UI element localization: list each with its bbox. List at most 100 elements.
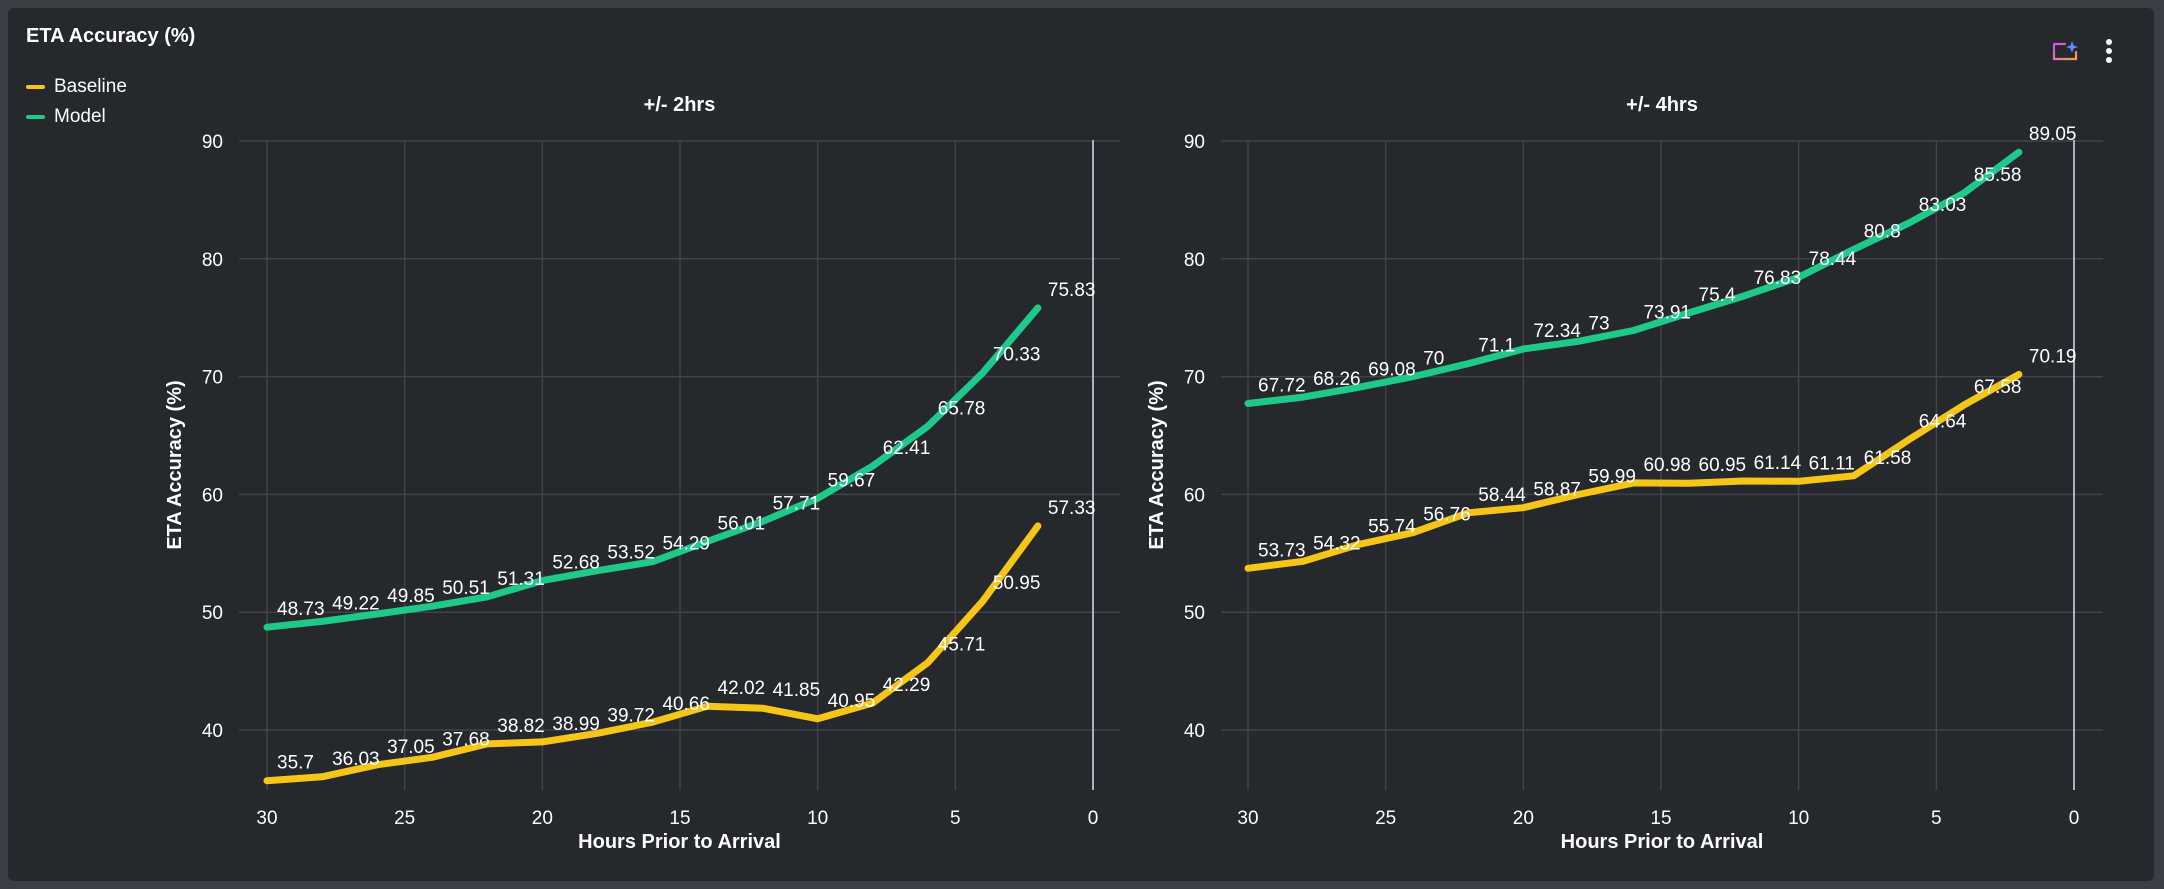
y-tick-label: 50 [1184,603,1205,624]
x-tick-label: 25 [1375,808,1396,829]
x-tick-label: 10 [1788,808,1809,829]
y-tick-label: 60 [202,485,223,506]
data-label-baseline: 42.02 [718,678,766,699]
data-label-baseline: 64.64 [1919,412,1967,433]
data-label-baseline: 59.99 [1588,467,1636,488]
data-label-model: 75.4 [1699,285,1736,306]
data-label-baseline: 61.58 [1864,448,1912,469]
sparkle-chart-icon[interactable] [2050,36,2080,66]
data-label-baseline: 40.95 [828,691,876,712]
x-tick-label: 0 [1088,808,1099,829]
legend-label-model: Model [54,106,106,127]
legend-swatch-model [26,115,45,119]
data-label-model: 48.73 [277,599,325,620]
x-tick-label: 5 [950,808,961,829]
x-tick-label: 0 [2069,808,2080,829]
x-tick-label: 15 [669,808,690,829]
data-label-baseline: 36.03 [332,749,380,770]
x-tick-label: 10 [807,808,828,829]
data-label-baseline: 41.85 [773,680,821,701]
x-axis-title: Hours Prior to Arrival [1561,831,1764,853]
data-label-baseline: 38.82 [497,716,545,737]
legend-item-baseline[interactable]: Baseline [26,72,127,102]
data-label-model: 51.31 [497,569,545,590]
data-label-baseline: 40.66 [662,694,710,715]
data-label-model: 62.41 [883,438,931,459]
data-label-baseline: 57.33 [1048,498,1096,519]
card-toolbar [2050,36,2124,66]
y-tick-label: 40 [202,721,223,742]
data-label-baseline: 58.87 [1533,480,1581,501]
data-label-model: 49.22 [332,593,380,614]
x-tick-label: 30 [256,808,277,829]
data-label-baseline: 50.95 [993,573,1041,594]
data-label-model: 52.68 [552,553,600,574]
panel-title: +/- 4hrs [1626,94,1698,116]
data-label-baseline: 37.05 [387,737,435,758]
data-label-baseline: 42.29 [883,675,931,696]
data-label-model: 67.72 [1258,375,1306,396]
data-label-model: 68.26 [1313,369,1361,390]
x-tick-label: 20 [1513,808,1534,829]
data-label-baseline: 61.11 [1809,453,1855,474]
y-tick-label: 70 [202,368,223,389]
data-label-model: 65.78 [938,398,986,419]
data-label-model: 49.85 [387,586,435,607]
data-label-model: 54.29 [662,534,710,555]
data-label-baseline: 39.72 [607,705,655,726]
data-label-model: 76.83 [1754,268,1802,289]
data-label-baseline: 61.14 [1754,453,1802,474]
data-label-model: 50.51 [442,578,490,599]
chart-card: ETA Accuracy (%) Baseline Model [8,8,2154,881]
data-label-model: 70 [1423,349,1444,370]
data-label-model: 73 [1588,313,1609,334]
data-label-baseline: 45.71 [938,635,986,656]
x-axis-title: Hours Prior to Arrival [578,831,781,853]
x-tick-label: 5 [1931,808,1942,829]
data-label-model: 80.8 [1864,221,1901,242]
data-label-baseline: 53.73 [1258,540,1306,561]
data-label-baseline: 60.95 [1699,455,1747,476]
panel-title: +/- 2hrs [644,94,716,116]
y-tick-label: 50 [202,603,223,624]
data-label-baseline: 56.76 [1423,505,1471,526]
data-label-model: 78.44 [1809,249,1857,270]
legend-swatch-baseline [26,85,45,89]
data-label-model: 71.1 [1478,336,1515,357]
y-tick-label: 80 [202,250,223,271]
data-label-baseline: 58.44 [1478,485,1526,506]
y-axis-title: ETA Accuracy (%) [1146,380,1168,549]
legend-label-baseline: Baseline [54,76,127,97]
data-label-baseline: 35.7 [277,753,314,774]
data-label-model: 53.52 [607,543,655,564]
data-label-model: 70.33 [993,345,1041,366]
data-label-model: 83.03 [1919,195,1967,216]
data-label-baseline: 70.19 [2029,346,2077,367]
data-label-model: 75.83 [1048,280,1096,301]
data-label-model: 89.05 [2029,124,2077,145]
legend: Baseline Model [26,72,127,132]
data-label-model: 73.91 [1643,303,1691,324]
data-label-baseline: 55.74 [1368,517,1416,538]
more-vertical-icon[interactable] [2094,36,2124,66]
card-title: ETA Accuracy (%) [26,25,196,47]
data-label-baseline: 67.58 [1974,377,2022,398]
x-tick-label: 20 [532,808,553,829]
series-line-model [263,304,1042,631]
data-label-model: 72.34 [1533,321,1581,342]
x-tick-label: 25 [394,808,415,829]
data-label-model: 57.71 [773,493,821,514]
legend-item-model[interactable]: Model [26,102,127,132]
data-label-model: 85.58 [1974,165,2022,186]
y-tick-label: 60 [1184,485,1205,506]
y-tick-label: 90 [202,132,223,153]
y-tick-label: 70 [1184,368,1205,389]
y-tick-label: 40 [1184,721,1205,742]
y-tick-label: 80 [1184,250,1205,271]
data-label-model: 69.08 [1368,359,1416,380]
data-label-model: 56.01 [718,513,766,534]
y-tick-label: 90 [1184,132,1205,153]
data-label-baseline: 38.99 [552,714,600,735]
data-label-baseline: 60.98 [1643,455,1691,476]
